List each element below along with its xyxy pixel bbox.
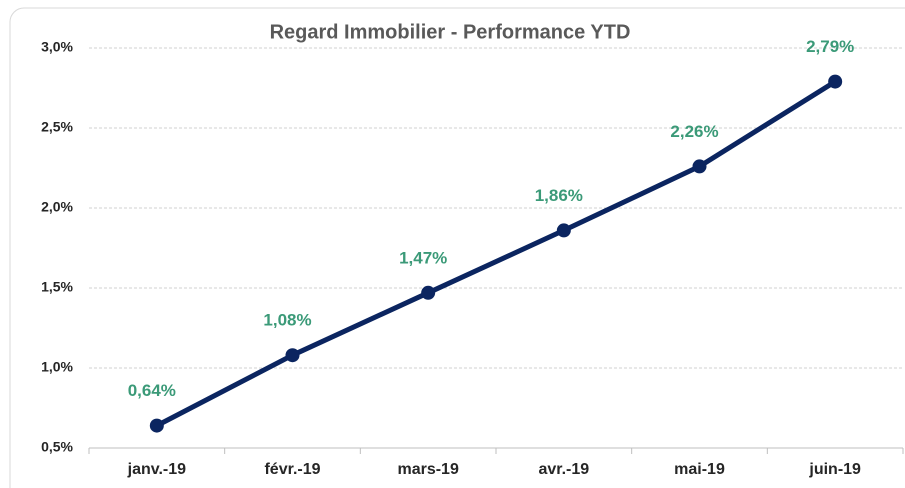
x-tick-label: juin-19 [808, 461, 861, 478]
chart-border [9, 7, 905, 488]
y-tick-label: 1,5% [41, 279, 73, 295]
x-tick-label: févr.-19 [264, 461, 320, 478]
data-point [421, 285, 436, 300]
data-point [285, 348, 300, 363]
data-point [149, 418, 164, 433]
y-tick-label: 1,0% [41, 359, 73, 375]
data-label: 1,47% [399, 248, 447, 267]
chart-title: Regard Immobilier - Performance YTD [270, 21, 631, 43]
x-tick-label: avr.-19 [538, 461, 589, 478]
y-tick-label: 2,0% [41, 199, 73, 215]
data-point [828, 74, 843, 89]
y-tick-label: 3,0% [41, 39, 73, 55]
data-label: 1,86% [535, 186, 583, 205]
data-point [556, 223, 571, 238]
data-label: 1,08% [263, 311, 311, 330]
series-line [155, 79, 837, 428]
data-point [692, 159, 707, 174]
y-tick-label: 0,5% [41, 439, 73, 455]
data-label: 0,64% [128, 381, 176, 400]
data-label: 2,79% [806, 37, 854, 56]
data-label: 2,26% [670, 122, 718, 141]
y-tick-label: 2,5% [41, 119, 73, 135]
x-tick-label: mars-19 [397, 461, 458, 478]
x-tick-label: janv.-19 [127, 461, 187, 478]
x-tick-label: mai-19 [674, 461, 725, 478]
